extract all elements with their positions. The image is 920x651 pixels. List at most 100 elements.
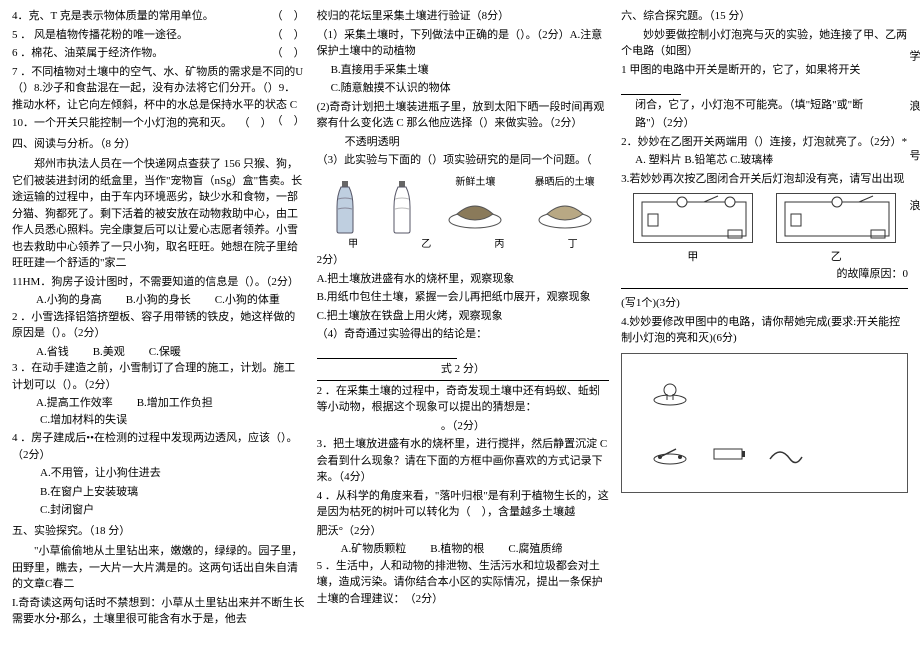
q12: 2 ．小雪选择铝箔挤塑板、容子用带锈的铁皮，她这样做的原因是（）。（2分） — [12, 309, 305, 342]
c2-top2b: B.直接用手采集土壤 — [317, 62, 610, 79]
c3-q1c: 路"）（2分） — [621, 115, 908, 132]
margin-marks: 学 浪 号 浪 — [908, 50, 920, 228]
c3-q4: 4.妙妙要修改甲图中的电路，请你帮她完成(要求:开关能控制小灯泡的亮和灭)(6分… — [621, 314, 908, 347]
q12-opt-c: C.保暖 — [149, 344, 181, 361]
wire-component-icon — [766, 439, 806, 465]
c2-top1: 校归的花坛里采集土壤进行验证（8分） — [317, 8, 610, 25]
label-fresh: 新鲜土壤 — [445, 175, 505, 190]
q4: 4．克、T 克是表示物体质量的常用单位。 （ ） — [12, 8, 305, 25]
paren: （ ） — [272, 45, 305, 62]
transparency-label: 不透明透明 — [317, 134, 610, 151]
component-box — [621, 353, 908, 493]
q14-opt-c: C.封闭窗户 — [12, 502, 305, 519]
bulb-component-icon — [650, 380, 690, 406]
c2-q3b: B.用纸巾包住土壤，紧握一会儿再把纸巾展开，观察现象 — [317, 289, 610, 306]
q13-opt-c: C.增加材料的失误 — [12, 412, 305, 429]
circuit-a-icon — [634, 194, 754, 244]
bottle-labels: 甲 乙 丙 丁 — [317, 237, 610, 252]
c3-q2: 2．妙妙在乙图开关两端用（）连接，灯泡就亮了。（2分）* — [621, 134, 908, 151]
section4-title: 四、阅读与分析。（8 分） — [12, 136, 305, 153]
q5: 5 ． 风是植物传播花粉的唯一途径。 （ ） — [12, 27, 305, 44]
c2-q4main2: 肥沃°（2分） — [317, 523, 610, 540]
q13-opt-a: A.提高工作效率 — [36, 395, 113, 412]
c2-q4score: 式 2 分） — [317, 361, 610, 378]
comp-row-1 — [630, 380, 899, 406]
divider — [317, 380, 610, 381]
c2-q3score: 2分） — [317, 252, 610, 269]
c2-top2c: C.随意触摸不认识的物体 — [317, 80, 610, 97]
q13-opt-b: B.增加工作负担 — [137, 395, 213, 412]
q11-opt-c: C.小狗的体重 — [215, 292, 280, 309]
c3-q2a: A. 塑料片 B.铅笔芯 C.玻璃棒 — [621, 152, 908, 169]
label-a: 甲 — [348, 237, 358, 252]
circuit-label-a: 甲 — [687, 249, 698, 266]
c2-q3line: 3．把土壤放进盛有水的烧杯里，进行搅拌，然后静置沉淀 C会看到什么现象？请在下面… — [317, 436, 610, 486]
q7: 7 ．不同植物对土壤中的空气、水、矿物质的需求是不同的U（）8.沙子和食盐混在一… — [12, 64, 305, 114]
q11-options: A.小狗的身高 B.小狗的身长 C.小狗的体重 — [12, 292, 305, 309]
bottle-a-icon — [331, 179, 359, 235]
dish-fresh-icon — [445, 190, 505, 230]
c3-q1b: 闭合，它了，小灯泡不可能亮。（填"短路"或"断 — [621, 97, 908, 114]
paren: （ ） — [272, 113, 305, 130]
q11: 11HM．狗房子设计图时，不需要知道的信息是（）。（2分） — [12, 274, 305, 291]
switch-component-icon — [650, 439, 690, 465]
c2-q4c: C.腐殖质缔 — [508, 541, 562, 558]
dish-dry: 暴晒后的土壤 — [535, 175, 595, 236]
q14-opt-a: A.不用管，让小狗住进去 — [12, 465, 305, 482]
c2-q2score: 。（2分） — [317, 418, 610, 435]
c2-q2: (2)奇奇计划把土壤装进瓶子里，放到太阳下晒一段时间再观察有什么变化选 C 那么… — [317, 99, 610, 132]
c2-q2line: 2 ．在采集土壤的过程中，奇奇发现土壤中还有蚂蚁、蚯蚓等小动物，根据这个现象可以… — [317, 383, 610, 416]
q4-text: 4．克、T 克是表示物体质量的常用单位。 — [12, 10, 214, 22]
column-3: 六、综合探究题。（15 分） 妙妙要做控制小灯泡亮与灭的实验，她连接了甲、乙两个… — [615, 8, 914, 643]
c2-q4b: B.植物的根 — [430, 541, 484, 558]
blank-line — [317, 347, 457, 359]
c2-q3a: A.把土壤放进盛有水的烧杯里，观察现象 — [317, 271, 610, 288]
q5-text: 5 ． 风是植物传播花粉的唯一途径。 — [12, 29, 188, 41]
c2-q4line: （4）奇奇通过实验得出的结论是： — [317, 326, 610, 359]
dish-dry-icon — [535, 190, 595, 230]
c2-q3c: C.把土壤放在铁盘上用火烤，观察现象 — [317, 308, 610, 325]
circuit-b — [776, 193, 896, 243]
section6-title: 六、综合探究题。（15 分） — [621, 8, 908, 25]
blank — [621, 83, 681, 95]
fault-reason: 的故障原因：0 — [621, 266, 908, 283]
paren: （ ） — [272, 27, 305, 44]
q13-options: A.提高工作效率 B.增加工作负担 — [12, 395, 305, 412]
c2-q4-options: A.矿物质颗粒 B.植物的根 C.腐殖质缔 — [317, 541, 610, 558]
label-c: 丙 — [494, 237, 504, 252]
circuit-figure — [621, 193, 908, 243]
bottle-figure: 新鲜土壤 暴晒后的土壤 — [317, 175, 610, 236]
c2-q4a: A.矿物质颗粒 — [341, 541, 407, 558]
label-d: 丁 — [568, 237, 578, 252]
circuit-labels: 甲 乙 — [621, 249, 908, 266]
c2-q5main: 5 ．生活中，人和动物的排泄物、生活污水和垃圾都会对土壤，造成污染。请你结合本小… — [317, 558, 610, 608]
q14: 4 ．房子建成后••在检测的过程中发现两边透风，应该（）。（2分） — [12, 430, 305, 463]
column-1: 4．克、T 克是表示物体质量的常用单位。 （ ） 5 ． 风是植物传播花粉的唯一途… — [6, 8, 311, 643]
q10: 10．一个开关只能控制一个小灯泡的亮和灭。 （ ） — [12, 115, 305, 132]
q-i: I.奇奇读这两句话时不禁想到：小草从土里钻出来并不断生长需要水分•那么，土壤里很… — [12, 595, 305, 628]
circuit-b-icon — [777, 194, 897, 244]
dish-fresh: 新鲜土壤 — [445, 175, 505, 236]
battery-component-icon — [708, 439, 748, 465]
column-2: 校归的花坛里采集土壤进行验证（8分） （1）采集土壤时，下列做法中正确的是（）。… — [311, 8, 616, 643]
paren: （ ） — [272, 8, 305, 25]
c2-q4main: 4 ．从科学的角度来看，"落叶归根"是有利于植物生长的，这是因为枯死的树叶可以转… — [317, 488, 610, 521]
paragraph-2: "小草偷偷地从土里钻出来，嫩嫩的，绿绿的。园子里，田野里，瞧去，一大片一大片满是… — [12, 543, 305, 593]
q12-opt-b: B.美观 — [93, 344, 125, 361]
divider — [621, 288, 908, 289]
q6: 6 ．棉花、油菜属于经济作物。 （ ） — [12, 45, 305, 62]
paren: （ ） — [239, 115, 272, 132]
q11-opt-a: A.小狗的身高 — [36, 292, 102, 309]
q10-text: 10．一个开关只能控制一个小灯泡的亮和灭。 — [12, 117, 232, 129]
q7-text: 7 ．不同植物对土壤中的空气、水、矿物质的需求是不同的U（）8.沙子和食盐混在一… — [12, 66, 303, 111]
c3-q3: 3.若妙妙再次按乙图闭合开关后灯泡却没有亮，请写出出现 — [621, 171, 908, 188]
q12-options: A.省钱 B.美观 C.保暖 — [12, 344, 305, 361]
c3-q1: 1 甲图的电路中开关是断开的，它了，如果将开关 — [621, 62, 908, 95]
section5-title: 五、实验探究。（18 分） — [12, 523, 305, 540]
label-b: 乙 — [421, 237, 431, 252]
c3-q1-text: 1 甲图的电路中开关是断开的，它了，如果将开关 — [621, 64, 860, 76]
c3-line1: 妙妙要做控制小灯泡亮与灭的实验，她连接了甲、乙两个电路（如图） — [621, 27, 908, 60]
label-dry: 暴晒后的土壤 — [535, 175, 595, 190]
q12-opt-a: A.省钱 — [36, 344, 69, 361]
q6-text: 6 ．棉花、油菜属于经济作物。 — [12, 47, 163, 59]
